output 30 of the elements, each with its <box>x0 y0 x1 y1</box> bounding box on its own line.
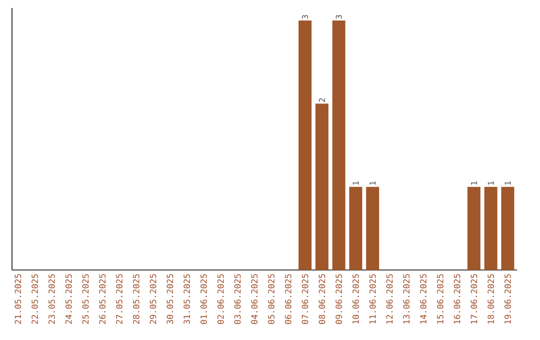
x-tick-label: 21.05.2025 <box>14 274 22 324</box>
x-tick-label: 11.06.2025 <box>369 274 376 324</box>
x-tick-label: 19.06.2025 <box>504 274 511 324</box>
x-tick-label: 15.06.2025 <box>436 274 444 324</box>
x-tick-label: 26.05.2025 <box>99 274 106 324</box>
x-tick-label: 09.06.2025 <box>336 274 342 324</box>
x-tick-label: 13.06.2025 <box>403 274 410 324</box>
x-tick-label: 27.05.2025 <box>116 274 122 324</box>
x-tick-label: 23.05.2025 <box>48 274 55 324</box>
x-tick-label: 01.06.2025 <box>200 274 207 324</box>
x-tick-label: 22.05.2025 <box>32 274 38 324</box>
x-tick-label: 08.06.2025 <box>318 274 326 324</box>
x-tick-label: 28.05.2025 <box>132 274 140 324</box>
x-tick-label: 16.06.2025 <box>454 274 460 324</box>
x-tick-label: 12.06.2025 <box>386 274 393 324</box>
x-tick-label: 03.06.2025 <box>234 274 241 324</box>
x-tick-label: 30.05.2025 <box>166 274 174 324</box>
x-tick-label: 31.05.2025 <box>184 274 190 324</box>
x-tick-label: 05.06.2025 <box>268 274 274 324</box>
x-tick-label: 14.06.2025 <box>420 274 426 324</box>
x-tick-label: 10.06.2025 <box>352 274 359 324</box>
x-tick-label: 02.06.2025 <box>217 274 224 324</box>
x-tick-label: 04.06.2025 <box>251 274 258 324</box>
x-tick-label: 06.06.2025 <box>284 274 292 324</box>
x-tick-label: 18.06.2025 <box>488 274 494 324</box>
x-tick-label: 29.05.2025 <box>150 274 156 324</box>
x-tick-label: 07.06.2025 <box>302 274 308 324</box>
x-tick-label: 17.06.2025 <box>470 274 478 324</box>
x-tick-label: 24.05.2025 <box>65 274 72 324</box>
x-tick-label: 25.05.2025 <box>82 274 89 324</box>
